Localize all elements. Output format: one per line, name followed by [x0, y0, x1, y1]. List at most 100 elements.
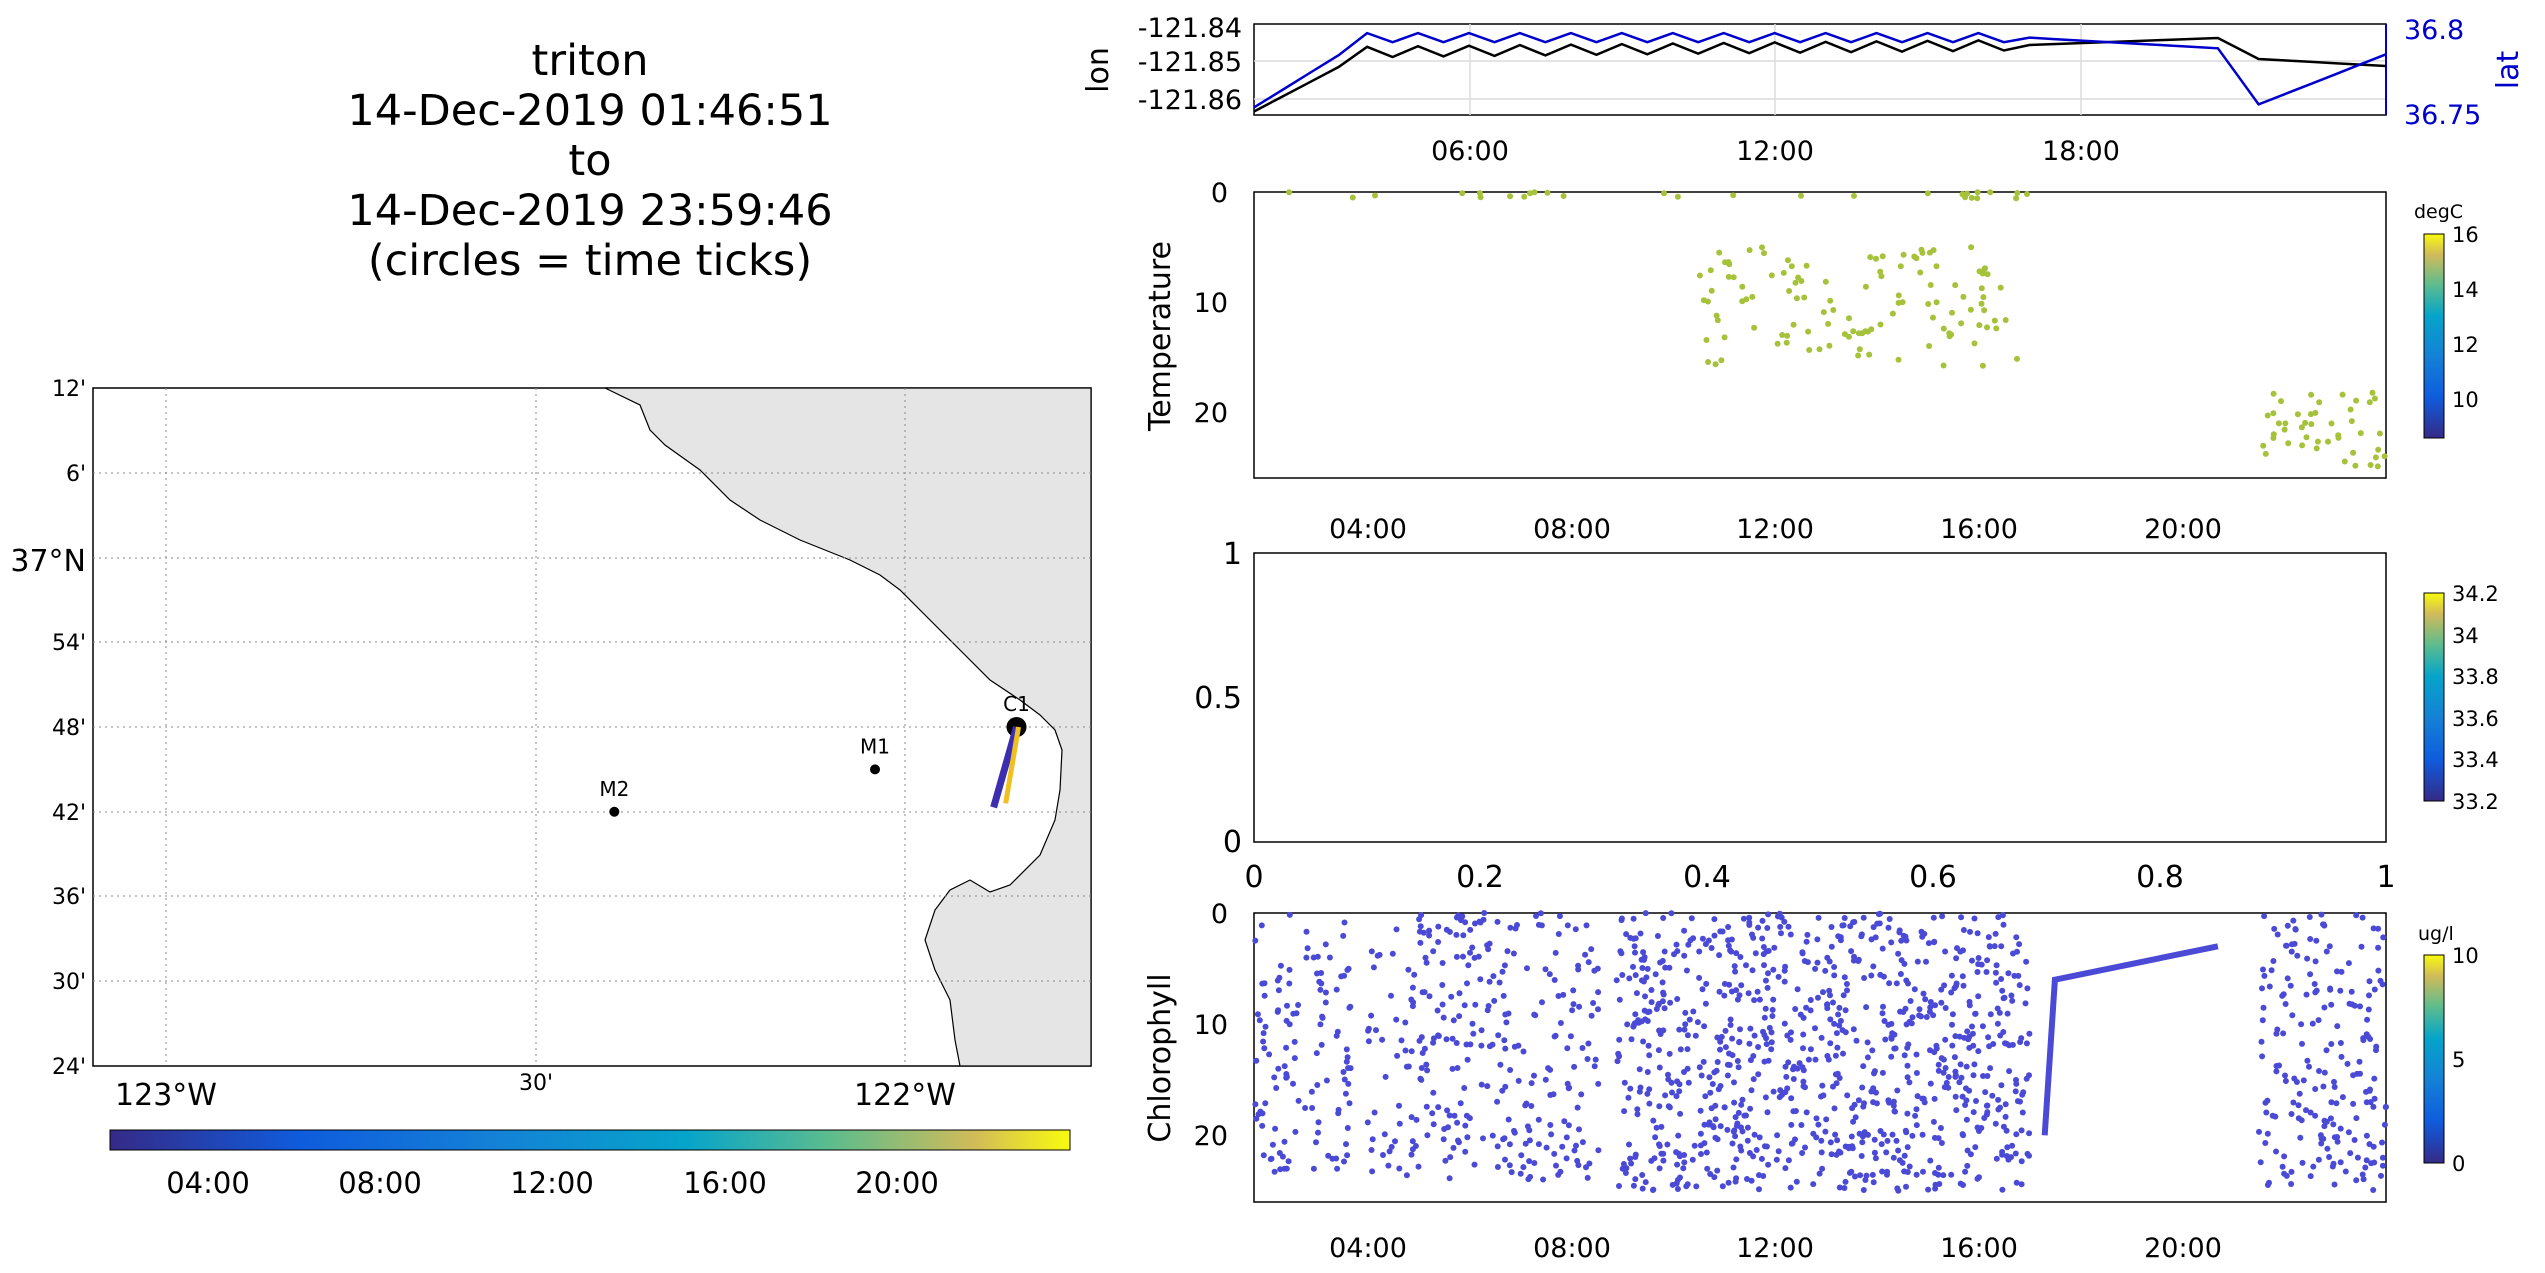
- chlorophyll-point: [1764, 1109, 1771, 1116]
- temperature-point: [2366, 399, 2373, 406]
- chlorophyll-point: [1576, 1003, 1583, 1010]
- chlorophyll-point: [1901, 1052, 1908, 1059]
- chlorophyll-point: [1952, 1093, 1959, 1100]
- temperature-point: [1976, 268, 1983, 275]
- chlorophyll-point: [1465, 962, 1472, 969]
- chlorophyll-point: [1716, 988, 1723, 995]
- chlorophyll-point: [1283, 1165, 1290, 1172]
- chlorophyll-point: [2359, 1171, 2366, 1178]
- chlorophyll-point: [1744, 1176, 1750, 1182]
- chlorophyll-point: [1504, 948, 1511, 955]
- chlorophyll-point: [1681, 1159, 1688, 1166]
- empty-x-ticks: 0 0.2 0.4 0.6 0.8 1: [1244, 860, 2395, 895]
- chlorophyll-point: [1507, 1067, 1514, 1073]
- chlorophyll-point: [1984, 957, 1991, 964]
- chlorophyll-point: [1760, 944, 1767, 950]
- temperature-colorbar: [2423, 233, 2445, 439]
- chlorophyll-point: [1711, 932, 1718, 939]
- chlorophyll-point: [1972, 1010, 1979, 1017]
- chlorophyll-point: [1632, 1176, 1639, 1183]
- chlorophyll-point: [1799, 949, 1806, 956]
- chlorophyll-point: [1769, 1006, 1776, 1013]
- chlorophyll-point: [1986, 1043, 1993, 1050]
- chlorophyll-point: [1453, 953, 1460, 960]
- chlorophyll-point: [1705, 1121, 1712, 1128]
- chlorophyll-point: [1925, 940, 1932, 947]
- temperature-point: [1924, 190, 1931, 197]
- chlorophyll-point: [1864, 1054, 1871, 1061]
- chlorophyll-point: [1639, 1185, 1646, 1192]
- temperature-point: [1981, 265, 1988, 272]
- chlorophyll-point: [1443, 1036, 1450, 1043]
- map-lon-tick-labels: 123°W 30' 122°W: [115, 1071, 956, 1113]
- chlorophyll-point: [1807, 997, 1814, 1003]
- chlorophyll-point: [1588, 946, 1595, 953]
- temperature-point: [1722, 259, 1728, 266]
- chlorophyll-point: [2294, 952, 2301, 959]
- chlorophyll-point: [1832, 1071, 1839, 1078]
- chlorophyll-point: [1842, 1007, 1849, 1014]
- chlorophyll-point: [1426, 993, 1433, 1000]
- chlorophyll-point: [1573, 1142, 1579, 1149]
- chlorophyll-point: [1484, 942, 1491, 949]
- chlorophyll-point: [1261, 1045, 1268, 1052]
- chlorophyll-point: [1888, 939, 1895, 946]
- salinity-colorbar-ticks: 34.2 34 33.8 33.6 33.4 33.2: [2452, 582, 2499, 814]
- chlorophyll-point: [1418, 1076, 1425, 1083]
- chlorophyll-point: [1714, 1059, 1721, 1065]
- chlorophyll-point: [1739, 1096, 1746, 1103]
- chlorophyll-point: [1439, 982, 1446, 988]
- chlorophyll-point: [1941, 982, 1948, 989]
- temperature-point: [1851, 192, 1857, 199]
- temperature-point: [2308, 391, 2315, 398]
- chlorophyll-point: [2331, 1078, 2337, 1085]
- chlorophyll-point: [1836, 1075, 1843, 1081]
- lonlat-x-ticks: 06:00 12:00 18:00: [1431, 136, 2120, 167]
- chlorophyll-point: [1709, 1081, 1716, 1087]
- temperature-point: [1946, 330, 1953, 337]
- chlorophyll-point: [2345, 1129, 2352, 1136]
- temperature-point: [1801, 294, 1808, 301]
- chlorophyll-point: [1522, 1102, 1529, 1109]
- chlorophyll-point: [2266, 983, 2273, 990]
- chlorophyll-point: [1836, 1184, 1843, 1191]
- chlorophyll-point: [1634, 1106, 1641, 1113]
- temperature-point: [1806, 347, 1813, 353]
- temperature-point: [2314, 438, 2321, 445]
- chlorophyll-point: [2327, 1115, 2334, 1122]
- chlorophyll-point: [1992, 930, 1999, 937]
- chlorophyll-point: [1935, 1135, 1942, 1142]
- map-lon-tick: 122°W: [854, 1078, 956, 1113]
- chlorophyll-point: [1822, 967, 1829, 974]
- lonlat-series: [1253, 31, 2387, 113]
- chlorophyll-point: [1634, 1111, 1641, 1118]
- chlorophyll-point: [1896, 927, 1903, 934]
- chlorophyll-point: [1620, 1161, 1627, 1167]
- temperature-point: [2372, 454, 2379, 461]
- chlorophyll-point: [1856, 1130, 1863, 1137]
- chlorophyll-point: [1644, 965, 1651, 972]
- chlorophyll-point: [2307, 936, 2314, 942]
- temperature-point: [1785, 257, 1791, 264]
- chlorophyll-point: [1831, 1020, 1838, 1027]
- chlorophyll-point: [1885, 1097, 1892, 1104]
- chlorophyll-point: [2011, 972, 2018, 979]
- chlorophyll-point: [2370, 1187, 2377, 1193]
- chlorophyll-point: [1489, 1041, 1496, 1048]
- chlorophyll-point: [1494, 1164, 1501, 1170]
- empty-y-ticks: 0 0.5 1: [1194, 537, 1242, 860]
- chlorophyll-point: [1551, 977, 1558, 983]
- chlorophyll-point: [1822, 1128, 1829, 1135]
- temperature-point: [1964, 190, 1970, 197]
- chlorophyll-point: [1738, 1147, 1745, 1154]
- chlorophyll-point: [1652, 1134, 1659, 1141]
- chlorophyll-point: [1632, 949, 1638, 956]
- chlorophyll-point: [1460, 953, 1466, 960]
- chlorophyll-point: [2351, 1002, 2358, 1009]
- chlorophyll-point: [1733, 1156, 1740, 1163]
- chlorophyll-point: [2309, 1020, 2316, 1027]
- chlorophyll-point: [1919, 1131, 1926, 1138]
- chlorophyll-point: [1499, 968, 1506, 975]
- chlorophyll-point: [2371, 1075, 2378, 1082]
- chlorophyll-point: [2017, 1098, 2023, 1105]
